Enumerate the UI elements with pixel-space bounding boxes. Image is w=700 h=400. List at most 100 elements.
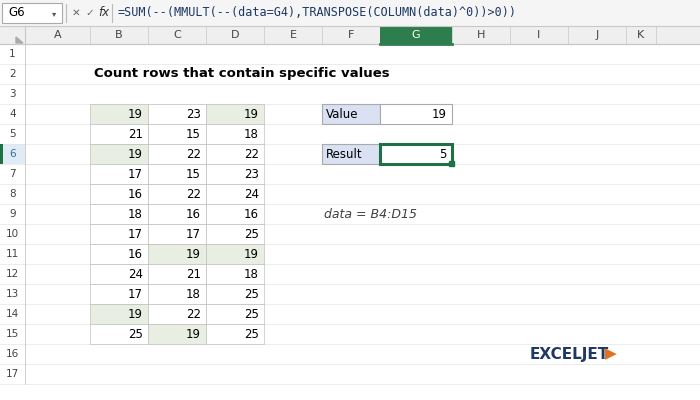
Text: ✕: ✕ [72,8,80,18]
Text: 19: 19 [186,248,201,260]
Bar [568,264,626,284]
Bar [322,144,380,164]
Bar [322,104,380,124]
Bar [148,64,206,84]
Bar [206,44,264,64]
Bar [380,204,452,224]
Bar [626,364,656,384]
Bar [380,324,452,344]
Bar [568,304,626,324]
Bar [25,304,90,324]
Bar [452,284,510,304]
Text: 4: 4 [9,109,16,119]
Text: 21: 21 [186,268,201,280]
Bar [148,144,206,164]
Bar [264,264,322,284]
Bar [148,204,206,224]
Text: 11: 11 [6,249,19,259]
Bar [0,264,25,284]
Bar [568,224,626,244]
Bar [510,104,568,124]
Bar [206,164,264,184]
Bar [148,204,206,224]
Bar [148,244,206,264]
Bar [449,160,454,166]
Bar [90,224,148,244]
Text: =SUM(--(MMULT(--(data=G4),TRANSPOSE(COLUMN(data)^0))>0)): =SUM(--(MMULT(--(data=G4),TRANSPOSE(COLU… [118,6,517,20]
Text: 25: 25 [244,328,259,340]
Bar [148,104,206,124]
Bar [0,26,25,44]
Bar [510,84,568,104]
Bar [148,364,206,384]
Text: 18: 18 [128,208,143,220]
Bar [380,184,452,204]
Bar [380,84,452,104]
Bar [90,284,148,304]
Text: 19: 19 [128,308,143,320]
Bar [148,284,206,304]
Bar [380,104,452,124]
Bar [380,224,452,244]
Bar [510,64,568,84]
Bar [148,244,206,264]
Bar [25,124,90,144]
Bar [90,324,148,344]
Bar [90,204,148,224]
Bar [90,264,148,284]
Text: 17: 17 [128,288,143,300]
Bar [452,344,510,364]
Bar [322,364,380,384]
Text: 18: 18 [186,288,201,300]
Bar [148,224,206,244]
Text: 25: 25 [128,328,143,340]
Bar [322,184,380,204]
Text: 18: 18 [244,128,259,140]
Text: 13: 13 [6,289,19,299]
Text: 16: 16 [6,349,19,359]
Polygon shape [16,37,23,43]
Bar [206,244,264,264]
Text: D: D [231,30,239,40]
Text: 3: 3 [9,89,16,99]
Bar [206,84,264,104]
Text: ▶: ▶ [605,346,617,362]
Bar [90,144,148,164]
Bar [510,364,568,384]
Bar [568,324,626,344]
Bar [380,144,452,164]
Text: 22: 22 [244,148,259,160]
Bar [0,324,25,344]
Bar [510,284,568,304]
Bar [25,244,90,264]
Bar [148,124,206,144]
Bar [90,244,148,264]
Text: 25: 25 [244,228,259,240]
Bar [0,364,25,384]
Bar [322,284,380,304]
Bar [148,344,206,364]
Bar [25,324,90,344]
Bar [148,84,206,104]
Bar [90,164,148,184]
Bar [206,324,264,344]
Text: 16: 16 [186,208,201,220]
Bar [322,344,380,364]
Bar [0,124,25,144]
Bar [206,204,264,224]
Text: J: J [596,30,598,40]
Bar [626,284,656,304]
Bar [148,324,206,344]
Bar [25,44,90,64]
Bar [380,104,452,124]
Bar [380,26,452,44]
Text: 23: 23 [244,168,259,180]
Bar [0,84,25,104]
Bar [206,264,264,284]
Bar [90,204,148,224]
Bar [510,344,568,364]
Bar [264,204,322,224]
Bar [452,264,510,284]
Bar [452,324,510,344]
Bar [206,224,264,244]
